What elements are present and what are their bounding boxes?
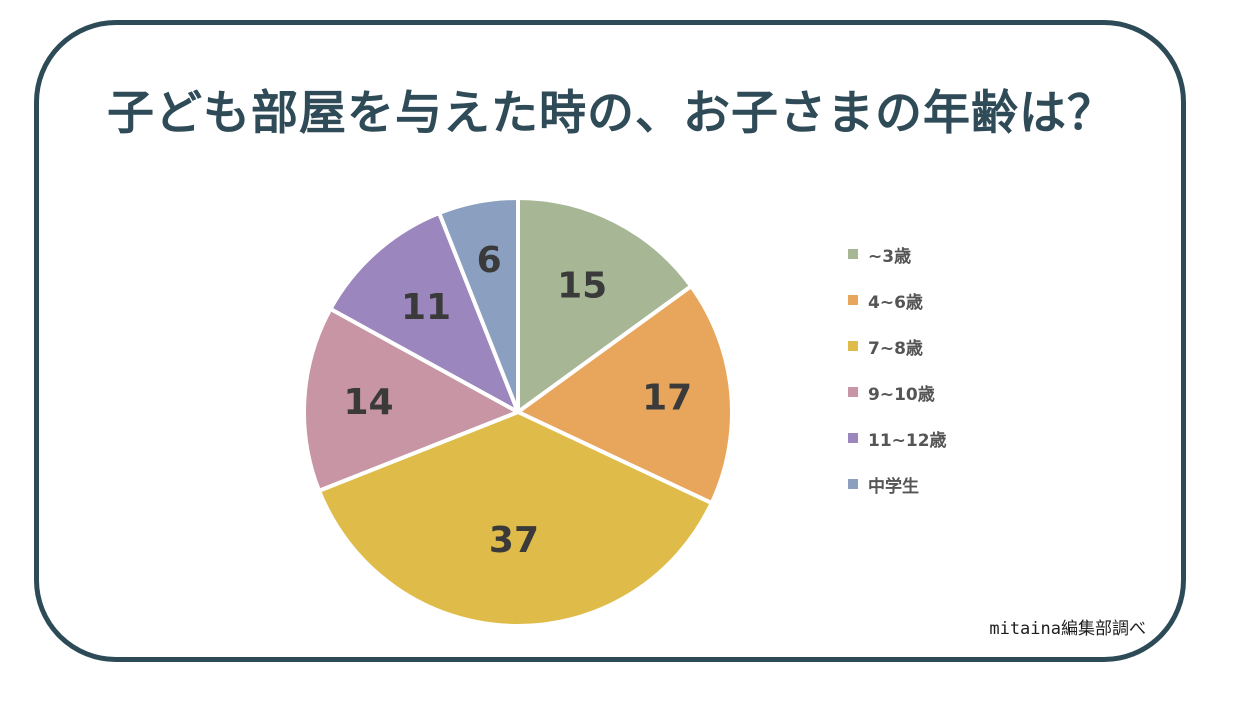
legend-item-1: ~3歳 [848,231,1048,277]
data-label-2: 17 [642,377,692,418]
data-label-4: 14 [343,382,393,423]
legend-item-5: 11~12歳 [848,415,1048,461]
pie-slice-5 [328,211,520,414]
legend-label: 4~6歳 [868,292,923,313]
legend-swatch [848,341,858,351]
legend-item-6: 中学生 [848,461,1048,507]
pie-slice-3 [317,410,714,628]
pie-slice-6 [437,196,520,414]
legend-label: ~3歳 [868,246,912,267]
legend-item-4: 9~10歳 [848,369,1048,415]
pie-slices [302,196,734,628]
data-label-6: 6 [477,240,502,281]
pie-labels: 15 17 37 14 11 6 [343,240,692,561]
legend-swatch [848,479,858,489]
legend-label: 7~8歳 [868,338,923,359]
legend-swatch [848,249,858,259]
legend-item-2: 4~6歳 [848,277,1048,323]
legend-swatch [848,387,858,397]
pie-slice-2 [516,284,734,506]
data-label-1: 15 [557,266,607,307]
pie-slice-4 [302,306,520,493]
pie-slice-1 [516,196,694,414]
legend-swatch [848,433,858,443]
data-label-5: 11 [401,287,451,328]
source-note: mitaina編集部調べ [989,619,1146,639]
data-label-3: 37 [489,520,539,561]
legend-label: 中学生 [868,476,919,497]
chart-title: 子ども部屋を与えた時の、お子さまの年齢は？ [107,86,1115,141]
legend-label: 11~12歳 [868,430,947,451]
legend-item-3: 7~8歳 [848,323,1048,369]
legend-label: 9~10歳 [868,384,935,405]
legend-swatch [848,295,858,305]
chart-legend: ~3歳 4~6歳 7~8歳 9~10歳 11~12歳 中学生 [848,231,1048,507]
